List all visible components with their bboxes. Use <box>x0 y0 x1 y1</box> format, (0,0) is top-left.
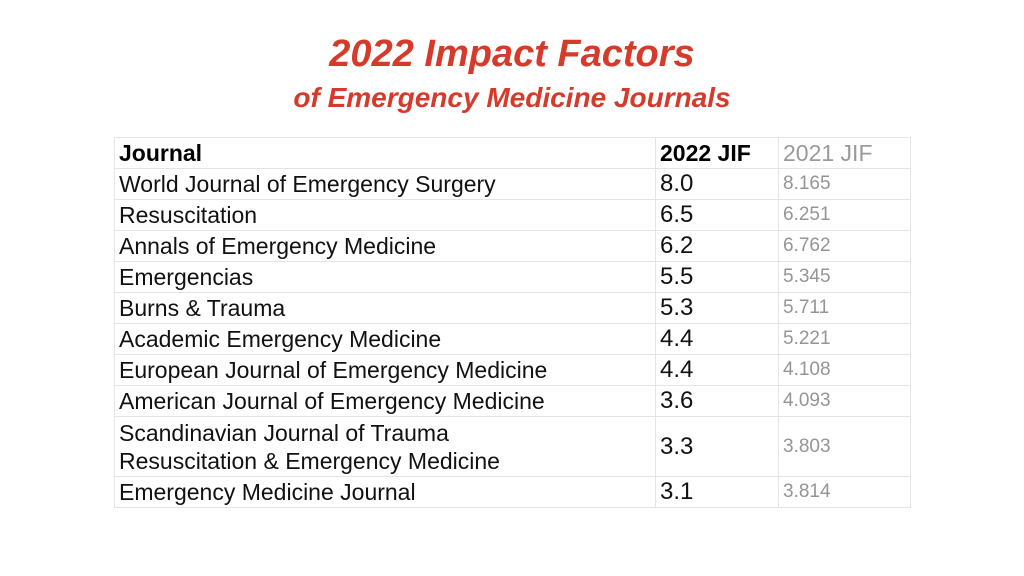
table-row: Resuscitation 6.5 6.251 <box>114 199 911 231</box>
table-row: Annals of Emergency Medicine 6.2 6.762 <box>114 230 911 262</box>
journal-name-line2: Resuscitation & Emergency Medicine <box>119 447 500 474</box>
table-row: European Journal of Emergency Medicine 4… <box>114 354 911 386</box>
table-row: American Journal of Emergency Medicine 3… <box>114 385 911 417</box>
table-row: Academic Emergency Medicine 4.4 5.221 <box>114 323 911 355</box>
jif-2021-value: 3.803 <box>778 416 911 477</box>
jif-2021-value: 5.345 <box>778 261 911 293</box>
journal-name: American Journal of Emergency Medicine <box>114 385 656 417</box>
table-header-row: Journal 2022 JIF 2021 JIF <box>114 137 911 169</box>
jif-2022-value: 3.1 <box>655 476 779 508</box>
table-row: Emergencias 5.5 5.345 <box>114 261 911 293</box>
jif-2022-value: 8.0 <box>655 168 779 200</box>
impact-factor-table: Journal 2022 JIF 2021 JIF World Journal … <box>114 137 911 508</box>
jif-2021-value: 3.814 <box>778 476 911 508</box>
journal-name: Resuscitation <box>114 199 656 231</box>
journal-name: European Journal of Emergency Medicine <box>114 354 656 386</box>
page-title: 2022 Impact Factors <box>329 33 695 75</box>
jif-2022-value: 5.3 <box>655 292 779 324</box>
header-2021-jif: 2021 JIF <box>778 137 911 169</box>
journal-name: World Journal of Emergency Surgery <box>114 168 656 200</box>
jif-2021-value: 5.221 <box>778 323 911 355</box>
jif-2021-value: 4.093 <box>778 385 911 417</box>
jif-2022-value: 4.4 <box>655 323 779 355</box>
jif-2021-value: 8.165 <box>778 168 911 200</box>
table-row: Burns & Trauma 5.3 5.711 <box>114 292 911 324</box>
table-row: Emergency Medicine Journal 3.1 3.814 <box>114 476 911 508</box>
journal-name: Scandinavian Journal of Trauma Resuscita… <box>114 416 656 477</box>
journal-name: Emergency Medicine Journal <box>114 476 656 508</box>
table-row: Scandinavian Journal of Trauma Resuscita… <box>114 416 911 477</box>
page-subtitle: of Emergency Medicine Journals <box>293 82 731 113</box>
jif-2021-value: 6.762 <box>778 230 911 262</box>
journal-name: Annals of Emergency Medicine <box>114 230 656 262</box>
jif-2021-value: 6.251 <box>778 199 911 231</box>
header-journal: Journal <box>114 137 656 169</box>
journal-name-line1: Scandinavian Journal of Trauma <box>119 419 449 446</box>
table-row: World Journal of Emergency Surgery 8.0 8… <box>114 168 911 200</box>
jif-2022-value: 6.2 <box>655 230 779 262</box>
jif-2021-value: 5.711 <box>778 292 911 324</box>
jif-2022-value: 5.5 <box>655 261 779 293</box>
jif-2022-value: 3.6 <box>655 385 779 417</box>
jif-2022-value: 4.4 <box>655 354 779 386</box>
jif-2022-value: 3.3 <box>655 416 779 477</box>
journal-name: Emergencias <box>114 261 656 293</box>
jif-2022-value: 6.5 <box>655 199 779 231</box>
journal-name: Academic Emergency Medicine <box>114 323 656 355</box>
journal-name: Burns & Trauma <box>114 292 656 324</box>
jif-2021-value: 4.108 <box>778 354 911 386</box>
header-2022-jif: 2022 JIF <box>655 137 779 169</box>
